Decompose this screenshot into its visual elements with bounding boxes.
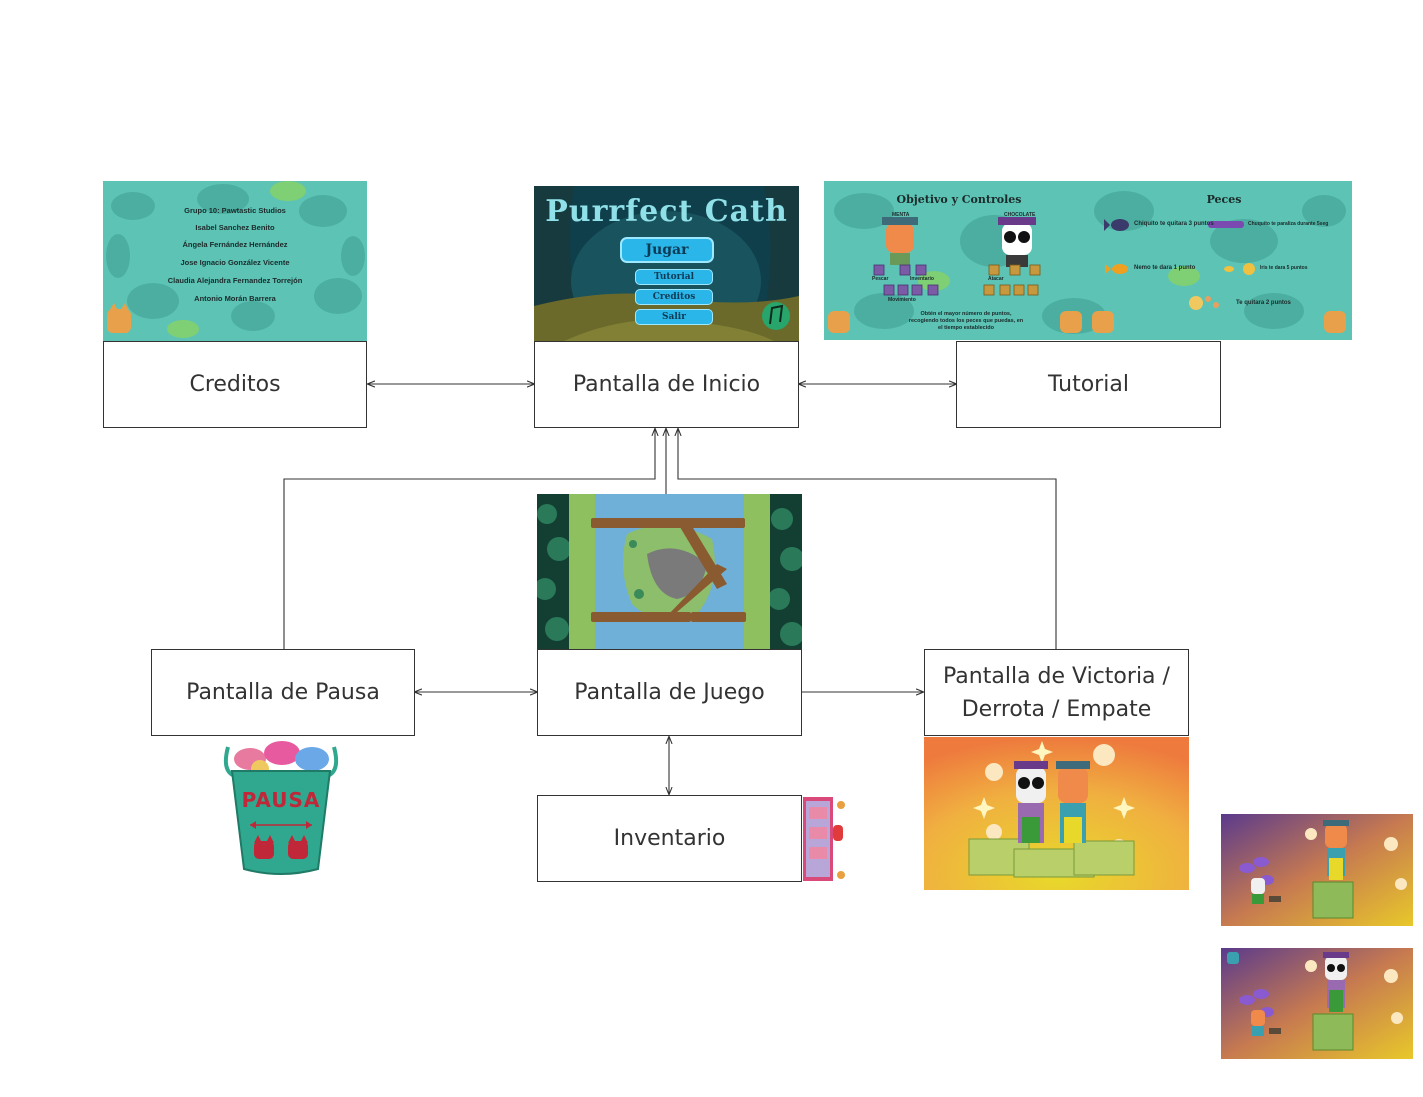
- node-tutorial: Tutorial: [956, 341, 1221, 428]
- credit-line: Grupo 10: Pawtastic Studios: [184, 206, 286, 215]
- cat-icon: [254, 835, 308, 859]
- credits-button[interactable]: Creditos: [635, 289, 713, 305]
- music-icon: [762, 302, 790, 330]
- key-pescar-label: Pescar: [872, 276, 889, 282]
- player-2-label: CHOCOLATE: [1004, 212, 1036, 218]
- fish-icon: [1104, 219, 1129, 231]
- credit-line: Isabel Sanchez Benito: [195, 223, 275, 232]
- player-chocolate-icon: [998, 217, 1036, 267]
- pause-label: PAUSA: [241, 788, 321, 812]
- node-victoria-line-2: Derrota / Empate: [961, 696, 1152, 722]
- pause-screenshot: PAUSA: [220, 737, 342, 877]
- cat-icon: [1251, 1010, 1265, 1036]
- node-pantalla-victoria: Pantalla de Victoria / Derrota / Empate: [924, 649, 1189, 736]
- player-menta-icon: [882, 217, 918, 265]
- victory-screenshot: [924, 737, 1189, 890]
- fish-icon: [1208, 221, 1244, 228]
- flower-icon: [1305, 960, 1403, 1024]
- objective-text: Obtén el mayor número de puntos, recogie…: [908, 311, 1024, 331]
- credit-line: Ángela Fernández Hernández: [182, 240, 288, 249]
- node-pantalla-inicio: Pantalla de Inicio: [534, 341, 799, 428]
- fish-icon: [1239, 857, 1274, 885]
- inventory-screenshot: [801, 795, 845, 883]
- tutorial-screenshot: Objetivo y Controles Peces MENTA CHOCOLA…: [824, 181, 1352, 340]
- node-pantalla-pausa: Pantalla de Pausa: [151, 649, 415, 736]
- key-atacar-label: Atacar: [988, 276, 1004, 282]
- draw-screenshot: [1221, 948, 1413, 1059]
- podium-icon: [968, 838, 1135, 878]
- credit-line: Jose Ignacio González Vicente: [180, 258, 290, 267]
- cat-icon: [1251, 878, 1265, 904]
- credit-line: Antonio Morán Barrera: [194, 294, 276, 303]
- cat-icon: [1014, 761, 1048, 843]
- fish-1-label: Chiquito te quitara 3 puntos: [1134, 221, 1214, 227]
- fish-icon: [1105, 264, 1128, 274]
- player-1-label: MENTA: [892, 212, 910, 218]
- fish-icon: [1224, 263, 1255, 275]
- fish-4-label: Iris te dara 5 puntos: [1260, 265, 1308, 271]
- cat-icon: [828, 311, 1346, 333]
- tutorial-button[interactable]: Tutorial: [635, 269, 713, 285]
- tutorial-heading-left: Objetivo y Controles: [896, 193, 1022, 206]
- sparkle-icon: [973, 741, 1135, 819]
- credits-screenshot: Grupo 10: Pawtastic Studios Isabel Sanch…: [103, 181, 367, 341]
- node-victoria-line-1: Pantalla de Victoria /: [943, 663, 1170, 689]
- node-inventario: Inventario: [537, 795, 802, 882]
- cat-icon: [1323, 952, 1349, 1012]
- key-inventario-label: Inventario: [910, 276, 934, 282]
- fish-3-label: Nemo te dara 1 punto: [1134, 265, 1196, 271]
- exit-button[interactable]: Salir: [635, 309, 713, 325]
- defeat-screenshot: [1221, 814, 1413, 926]
- game-screenshot: [537, 494, 802, 649]
- key-movimiento-label: Movimiento: [888, 297, 916, 303]
- fish-icon: [1189, 296, 1219, 310]
- credit-line: Claudia Alejandra Fernandez Torrejón: [167, 276, 303, 285]
- fish-5-label: Te quitara 2 puntos: [1236, 300, 1291, 306]
- game-title: Purrfect Cath: [545, 194, 788, 229]
- bucket-icon: [230, 770, 332, 875]
- cat-icon: [1227, 952, 1239, 964]
- cat-icon: [1056, 761, 1090, 843]
- tutorial-heading-right: Peces: [1206, 193, 1242, 206]
- edge-pausa-inicio: [283, 429, 655, 649]
- flower-icon: [1305, 828, 1407, 890]
- node-creditos: Creditos: [103, 341, 367, 428]
- play-button[interactable]: Jugar: [620, 237, 714, 263]
- node-pantalla-juego: Pantalla de Juego: [537, 649, 802, 736]
- cat-icon: [1323, 820, 1349, 880]
- edge-victoria-inicio: [678, 429, 1057, 649]
- fish-2-label: Chuquito te paraliza durante 5seg: [1248, 221, 1329, 227]
- start-screenshot: Purrfect Cath Jugar Tutorial Creditos Sa…: [534, 186, 799, 341]
- cat-icon: [107, 303, 131, 333]
